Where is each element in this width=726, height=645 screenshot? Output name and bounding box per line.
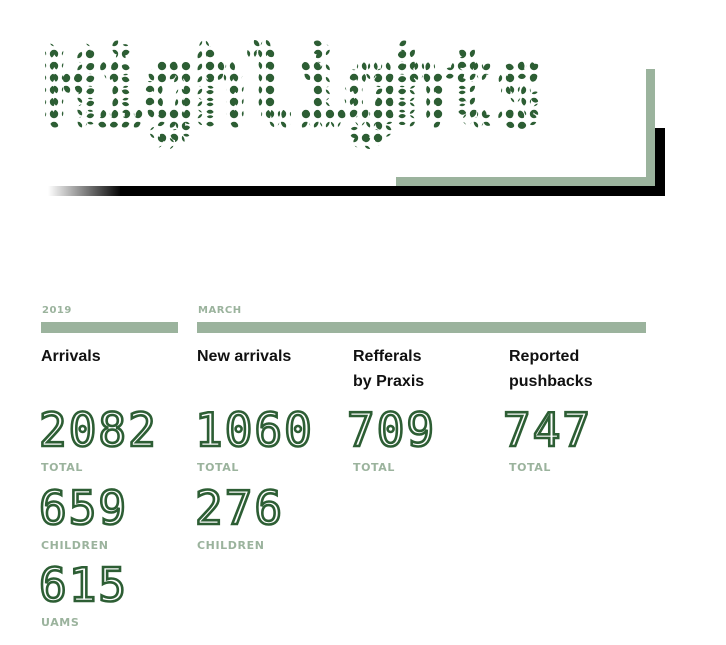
frame-shadow-horizontal: [120, 186, 665, 196]
heading-pushbacks: Reported pushbacks: [509, 348, 593, 390]
stat-label: TOTAL: [197, 461, 240, 474]
period-month: MARCH: [198, 305, 242, 316]
stat-label: CHILDREN: [197, 539, 265, 552]
title-banner: Highlights: [39, 24, 665, 196]
frame-sage-vertical: [646, 69, 655, 186]
period-year: 2019: [42, 305, 72, 316]
heading-referrals: Refferals by Praxis: [353, 348, 425, 390]
stat-value: 709: [346, 403, 437, 457]
heading-arrivals: Arrivals: [41, 348, 101, 365]
stat-value: 615: [38, 558, 129, 612]
stat-value: 747: [502, 403, 593, 457]
frame-shadow-vertical: [655, 128, 665, 196]
period-year-bar: [41, 322, 178, 333]
stat-label: TOTAL: [353, 461, 396, 474]
stat-value: 1060: [194, 403, 314, 457]
heading-new-arrivals: New arrivals: [197, 348, 292, 365]
stat-label: UAMS: [41, 616, 80, 629]
page-title: Highlights: [44, 29, 544, 146]
period-month-bar: [197, 322, 646, 333]
stat-value: 659: [38, 481, 129, 535]
stat-value: 276: [194, 481, 285, 535]
stat-label: CHILDREN: [41, 539, 109, 552]
stat-value: 2082: [38, 403, 158, 457]
stat-label: TOTAL: [509, 461, 552, 474]
stat-label: TOTAL: [41, 461, 84, 474]
frame-fade: [48, 186, 122, 196]
frame-sage-horizontal: [396, 177, 655, 186]
